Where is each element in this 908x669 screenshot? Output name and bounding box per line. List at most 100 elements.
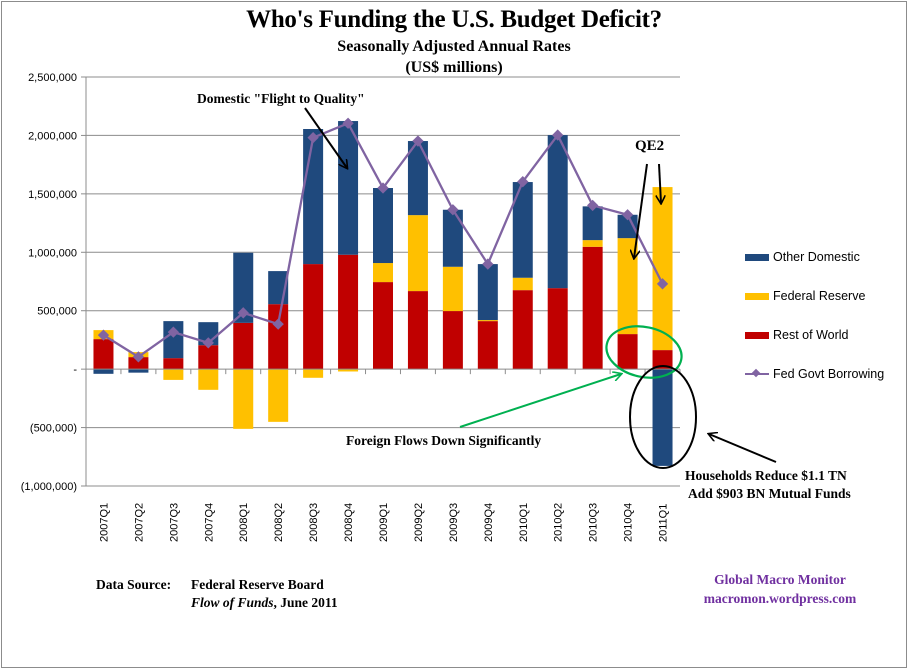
- legend-item-other-domestic: Other Domestic: [745, 250, 860, 264]
- line-point-marker: [412, 135, 424, 147]
- bar-other-domestic: [407, 141, 428, 216]
- x-tick-label: 2010Q4: [623, 503, 635, 542]
- bar-federal-reserve: [373, 263, 393, 283]
- bar-federal-reserve: [233, 369, 254, 429]
- bar-rest-of-world: [268, 304, 289, 370]
- bar-rest-of-world: [128, 357, 149, 370]
- households-ellipse: [629, 365, 697, 469]
- x-tick-label: 2010Q3: [588, 503, 600, 542]
- line-point-marker: [377, 182, 389, 194]
- bar-other-domestic: [477, 264, 498, 321]
- source-line-2: Flow of Funds, June 2011: [191, 595, 338, 611]
- bar-rest-of-world: [442, 311, 463, 370]
- line-point-marker: [167, 326, 180, 338]
- bar-federal-reserve: [303, 369, 324, 378]
- bar-other-domestic: [128, 369, 149, 373]
- bar-rest-of-world: [303, 264, 324, 370]
- legend-item-rest-of-world: Rest of World: [745, 328, 849, 342]
- bar-rest-of-world: [373, 282, 393, 370]
- legend-item-federal-reserve: Federal Reserve: [745, 289, 865, 303]
- qe2-arrow-right: [659, 163, 661, 203]
- annotation-foreign-flows: Foreign Flows Down Significantly: [346, 433, 542, 448]
- y-tick-label: 2,000,000: [28, 130, 77, 142]
- source-publication: Flow of Funds: [191, 595, 274, 610]
- annotation-households-1: Households Reduce $1.1 TN: [685, 468, 847, 483]
- bar-other-domestic: [338, 121, 359, 255]
- y-axis-ticks: 2,500,000 2,000,000 1,500,000 1,000,000 500,…: [21, 72, 78, 493]
- bar-other-domestic: [652, 369, 673, 466]
- fed-govt-borrowing-line: [97, 117, 669, 363]
- y-tick-label: 500,000: [37, 306, 77, 318]
- annotation-shapes: [304, 107, 777, 469]
- legend-item-fed-govt-borrowing: Fed Govt Borrowing: [745, 367, 884, 381]
- line-point-marker: [272, 318, 284, 330]
- bar-federal-reserve: [198, 369, 219, 390]
- line-point-marker: [552, 129, 564, 141]
- x-axis-labels: 2007Q1 2007Q2 2007Q3 2007Q4 2008Q1 2008Q2 2008…: [98, 503, 669, 542]
- chart-subtitle: Seasonally Adjusted Annual Rates: [337, 38, 571, 55]
- bar-federal-reserve: [477, 320, 498, 322]
- line-point-marker: [586, 199, 599, 212]
- annotation-flight-to-quality: Domestic "Flight to Quality": [197, 91, 365, 106]
- x-tick-label: 2009Q4: [483, 503, 495, 542]
- bar-other-domestic: [512, 182, 533, 278]
- legend-label: Federal Reserve: [773, 289, 866, 303]
- y-tick-label: 2,500,000: [28, 72, 77, 84]
- bar-federal-reserve: [442, 266, 463, 312]
- chart-title: Who's Funding the U.S. Budget Deficit?: [246, 6, 662, 33]
- bar-federal-reserve: [407, 215, 428, 292]
- bar-rest-of-world: [93, 339, 114, 370]
- annotation-qe2: QE2: [635, 138, 665, 154]
- qe2-arrow-left: [634, 163, 648, 258]
- credit: Global Macro Monitor macromon.wordpress.…: [680, 570, 880, 608]
- x-tick-label: 2007Q2: [133, 503, 145, 542]
- credit-name: Global Macro Monitor: [714, 572, 846, 587]
- line-point-marker: [517, 176, 529, 188]
- x-tick-label: 2010Q2: [553, 503, 565, 542]
- bar-federal-reserve: [338, 369, 359, 372]
- bar-rest-of-world: [512, 290, 533, 370]
- legend-swatch-rest-of-world: [745, 331, 769, 339]
- y-tick-label: 1,000,000: [28, 247, 77, 259]
- y-tick-label: (1,000,000): [21, 481, 77, 493]
- source-date: , June 2011: [273, 595, 338, 610]
- bar-rest-of-world: [407, 291, 428, 370]
- line-point-marker: [447, 204, 459, 216]
- gridlines: [81, 76, 680, 487]
- bar-federal-reserve: [617, 238, 638, 335]
- legend-swatch-other-domestic: [745, 253, 769, 261]
- annotation-households-2: Add $903 BN Mutual Funds: [688, 486, 851, 501]
- foreign-flows-arrow: [459, 374, 621, 428]
- bar-other-domestic: [163, 321, 184, 359]
- bar-rest-of-world: [582, 246, 603, 370]
- legend-label: Other Domestic: [773, 250, 860, 264]
- bar-rest-of-world: [652, 350, 673, 370]
- households-arrow: [709, 434, 777, 463]
- legend-swatch-federal-reserve: [745, 292, 769, 300]
- bar-other-domestic: [233, 252, 254, 323]
- line-point-marker: [656, 278, 669, 290]
- line-point-marker: [237, 307, 249, 319]
- x-tick-label: 2009Q1: [378, 503, 390, 542]
- y-tick-label: (500,000): [30, 423, 77, 435]
- y-tick-label: 1,500,000: [28, 189, 77, 201]
- legend-label: Rest of World: [773, 328, 849, 342]
- bar-other-domestic: [93, 369, 114, 374]
- flight-to-quality-arrow: [304, 107, 347, 168]
- bar-other-domestic: [303, 129, 324, 265]
- x-tick-label: 2009Q3: [448, 503, 460, 542]
- bar-federal-reserve: [268, 369, 289, 422]
- line-point-marker: [202, 337, 214, 349]
- x-tick-label: 2009Q2: [413, 503, 425, 542]
- x-tick-label: 2011Q1: [658, 504, 670, 542]
- line-point-marker: [132, 351, 145, 363]
- x-axis: [85, 368, 681, 375]
- x-tick-label: 2010Q1: [518, 503, 530, 542]
- bar-other-domestic: [373, 188, 393, 264]
- foreign-flows-ellipse: [605, 325, 683, 379]
- bar-federal-reserve: [163, 369, 184, 380]
- bar-other-domestic: [582, 206, 603, 241]
- x-tick-label: 2007Q3: [168, 503, 180, 542]
- bar-rest-of-world: [617, 334, 638, 370]
